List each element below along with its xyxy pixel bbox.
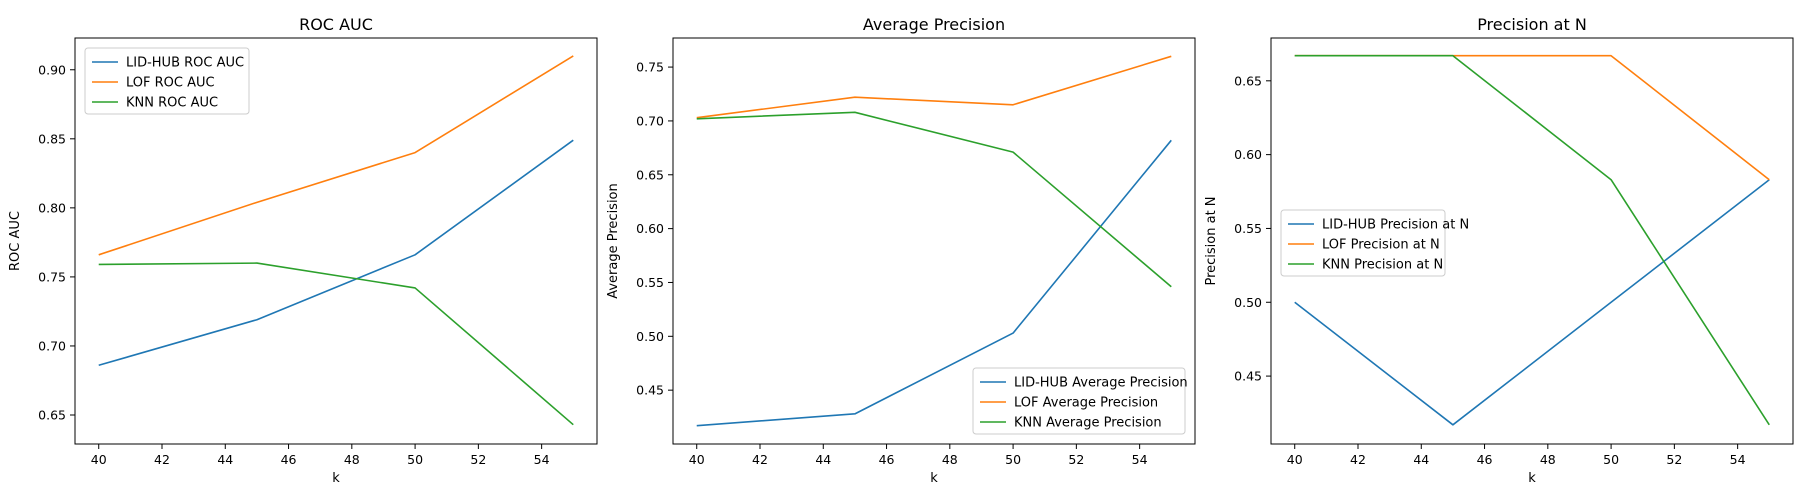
y-tick-label: 0.50 (1234, 295, 1262, 310)
series-line-knn-roc-auc (98, 262, 574, 426)
x-tick-label: 46 (281, 452, 297, 467)
series-line-lid-hub-precision-at-n (1294, 179, 1770, 426)
series-line-lof-roc-auc (98, 55, 574, 256)
series-line-lid-hub-average-precision (696, 139, 1172, 427)
y-tick-label: 0.80 (38, 200, 66, 215)
x-tick-label: 42 (1350, 452, 1366, 467)
x-tick-label: 52 (1666, 452, 1682, 467)
x-tick-label: 48 (942, 452, 958, 467)
legend: LID-HUB ROC AUC LOF ROC AUC KNN ROC AUC (84, 47, 250, 115)
y-axis-label: ROC AUC (8, 211, 23, 271)
x-tick-label: 48 (1540, 452, 1556, 467)
x-tick-label: 54 (1730, 452, 1746, 467)
y-tick-label: 0.55 (1234, 221, 1262, 236)
legend-entry: LOF Average Precision (1014, 396, 1158, 411)
x-tick-label: 42 (752, 452, 768, 467)
y-tick-label: 0.90 (38, 62, 66, 77)
chart-title: Average Precision (863, 15, 1005, 34)
x-axis-label: k (1528, 471, 1536, 486)
y-tick-label: 0.60 (636, 221, 664, 236)
legend-entry: LID-HUB ROC AUC (126, 56, 244, 71)
y-tick-label: 0.65 (636, 167, 664, 182)
x-tick-label: 52 (470, 452, 486, 467)
x-tick-label: 50 (1005, 452, 1021, 467)
y-axis-label: Precision at N (1204, 196, 1219, 285)
y-tick-label: 0.60 (1234, 147, 1262, 162)
legend-entry: KNN Average Precision (1014, 416, 1162, 431)
legend: LID-HUB Average Precision LOF Average Pre… (972, 367, 1188, 435)
chart-2-average-precision: 40 42 44 46 48 50 52 54 0.45 0.50 0.55 0.60 0.65 0.70… (606, 15, 1196, 486)
x-axis-label: k (930, 471, 938, 486)
legend-entry: KNN ROC AUC (126, 96, 218, 111)
y-tick-label: 0.65 (38, 408, 66, 423)
x-tick-label: 54 (534, 452, 550, 467)
x-tick-label: 40 (1287, 452, 1303, 467)
y-tick-label: 0.50 (636, 329, 664, 344)
y-tick-label: 0.70 (636, 113, 664, 128)
chart-title: ROC AUC (299, 15, 373, 34)
legend-box (1280, 209, 1446, 277)
chart-title: Precision at N (1477, 15, 1587, 34)
x-tick-label: 44 (815, 452, 831, 467)
x-tick-label: 50 (407, 452, 423, 467)
legend-entry: LID-HUB Average Precision (1014, 376, 1188, 391)
x-tick-label: 50 (1603, 452, 1619, 467)
legend-entry: KNN Precision at N (1322, 258, 1443, 273)
legend-entry: LOF ROC AUC (126, 76, 215, 91)
y-tick-label: 0.45 (1234, 369, 1262, 384)
legend-box (972, 367, 1186, 435)
x-tick-label: 52 (1068, 452, 1084, 467)
x-tick-label: 46 (879, 452, 895, 467)
x-tick-label: 40 (689, 452, 705, 467)
x-tick-label: 42 (154, 452, 170, 467)
x-tick-label: 48 (344, 452, 360, 467)
series-line-knn-average-precision (696, 111, 1172, 288)
chart-1-roc-auc: 40 42 44 46 48 50 52 54 0.65 0.70 0.75 0.80 0.85 0.90… (8, 15, 598, 486)
x-tick-label: 54 (1132, 452, 1148, 467)
x-tick-label: 44 (1413, 452, 1429, 467)
x-axis-label: k (332, 471, 340, 486)
y-tick-label: 0.75 (38, 269, 66, 284)
series-line-lid-hub-roc-auc (98, 139, 574, 367)
y-tick-label: 0.55 (636, 275, 664, 290)
legend-entry: LOF Precision at N (1322, 238, 1440, 253)
y-tick-label: 0.75 (636, 60, 664, 75)
y-tick-label: 0.85 (38, 131, 66, 146)
y-tick-label: 0.70 (38, 338, 66, 353)
legend: LID-HUB Precision at N LOF Precision at N… (1280, 209, 1469, 277)
x-tick-label: 44 (217, 452, 233, 467)
legend-box (84, 47, 250, 115)
x-tick-label: 40 (91, 452, 107, 467)
x-tick-label: 46 (1477, 452, 1493, 467)
series-line-knn-precision-at-n (1294, 54, 1770, 426)
y-tick-label: 0.45 (636, 383, 664, 398)
y-tick-label: 0.65 (1234, 73, 1262, 88)
legend-entry: LID-HUB Precision at N (1322, 218, 1469, 233)
series-line-lof-average-precision (696, 55, 1172, 119)
y-axis-label: Average Precision (606, 183, 621, 299)
chart-3-precision-at-n: 40 42 44 46 48 50 52 54 0.45 0.50 0.55 0.60 0.65 Prec… (1204, 15, 1794, 486)
